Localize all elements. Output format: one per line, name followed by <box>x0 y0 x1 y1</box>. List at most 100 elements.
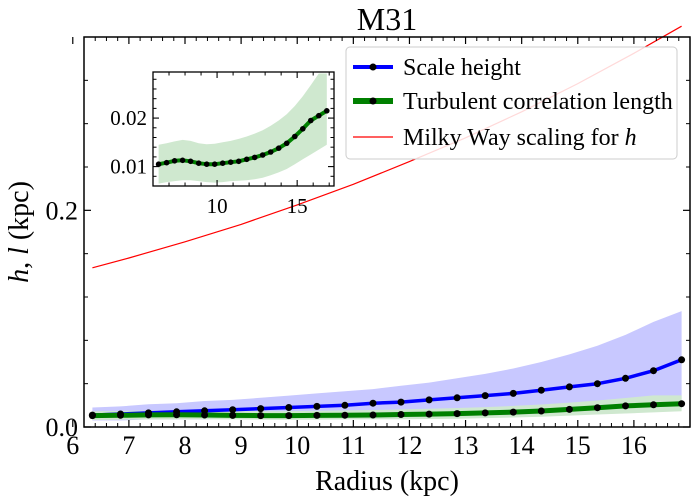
inset-turbulent-band <box>158 73 327 184</box>
inset-turbulent-point <box>316 112 322 119</box>
y-axis-title-l: l <box>4 247 35 255</box>
turbulent-point <box>565 405 573 413</box>
turbulent-point <box>145 411 152 419</box>
inset-turbulent-point <box>219 160 226 166</box>
inset-turbulent-point <box>259 152 266 158</box>
turbulent-point <box>173 411 181 419</box>
inset-y-ticks: 0.01 0.02 <box>110 78 334 179</box>
legend-label-milky-way: Milky Way scaling for h <box>403 125 637 151</box>
x-tick-label: 9 <box>235 431 248 460</box>
x-tick-label: 13 <box>453 431 479 460</box>
inset-turbulent-point <box>187 158 194 165</box>
x-tick-label: 10 <box>284 431 310 460</box>
inset-turbulent-point <box>179 157 186 164</box>
inset-turbulent-point <box>292 133 298 140</box>
scale-height-band <box>92 311 682 421</box>
turbulent-point <box>453 410 461 418</box>
turbulent-point <box>537 407 545 415</box>
inset-turbulent-point <box>155 161 162 167</box>
turbulent-point <box>117 411 124 419</box>
y-axis-title-h: h <box>4 269 35 283</box>
inset-turbulent-point <box>195 160 202 166</box>
scale-height-point <box>313 402 321 410</box>
scale-height-point <box>593 380 601 388</box>
inset-y-tick-label: 0.01 <box>110 155 147 179</box>
legend-marker-scale-height <box>369 63 377 71</box>
scale-height-point <box>509 389 517 397</box>
x-tick-label: 15 <box>565 431 591 460</box>
inset-line <box>158 109 328 167</box>
inset-turbulent-point <box>163 159 170 166</box>
inset-turbulent-point <box>211 161 218 167</box>
legend-label-turbulent: Turbulent correlation length <box>403 89 673 115</box>
turbulent-point <box>201 411 209 419</box>
turbulent-point <box>650 401 657 409</box>
inset-turbulent-point <box>171 158 178 164</box>
x-tick-label: 7 <box>122 431 135 460</box>
inset-turbulent-point <box>251 154 258 161</box>
scale-height-point <box>285 404 293 411</box>
inset-turbulent-point <box>324 108 330 114</box>
y-axis-title-unit: (kpc) <box>4 181 35 247</box>
main-y-ticks: 0.0 0.2 <box>46 36 690 442</box>
y-tick-label: 0.0 <box>46 413 79 442</box>
inset-turbulent-point <box>300 126 306 132</box>
main-plot: 6 7 8 9 10 11 12 13 14 15 16 0.0 0.2 <box>46 25 691 460</box>
turbulent-point <box>481 409 489 417</box>
main-markers <box>88 356 686 420</box>
inset-turbulent-point <box>235 158 242 165</box>
turbulent-point <box>509 408 517 416</box>
legend-label-milky-way-plain: Milky Way scaling for <box>403 125 625 151</box>
inset-frame <box>152 71 335 187</box>
inset-band <box>158 73 327 184</box>
legend-label-scale-height: Scale height <box>403 55 521 81</box>
x-axis-title: Radius (kpc) <box>315 466 459 497</box>
scale-height-point <box>425 396 433 404</box>
scale-height-point <box>369 399 377 407</box>
turbulent-point <box>285 412 293 420</box>
inset-y-tick-label: 0.02 <box>110 106 147 130</box>
turbulent-point <box>593 404 601 412</box>
turbulent-line <box>92 401 682 419</box>
legend-marker-turbulent <box>369 97 377 105</box>
turbulent-point <box>369 411 377 419</box>
scale-height-point <box>397 398 405 406</box>
turbulent-point <box>88 412 96 420</box>
inset-turbulent-point <box>227 159 234 165</box>
inset-turbulent-point <box>308 117 314 124</box>
scale-height-point <box>650 367 657 375</box>
scale-height-point <box>453 394 461 402</box>
scale-height-point <box>257 405 265 413</box>
inset-turbulent-point <box>267 149 274 155</box>
inset-turbulent-line <box>158 109 328 167</box>
main-x-ticks: 6 7 8 9 10 11 12 13 14 15 16 <box>66 37 680 460</box>
scale-height-point <box>481 392 489 400</box>
inset-x-ticks: 10 15 <box>168 72 330 218</box>
inset-plot: 10 15 0.01 0.02 <box>110 71 335 218</box>
inset-turbulent-point <box>275 145 282 151</box>
x-tick-label: 16 <box>621 431 647 460</box>
inset-x-tick-label: 15 <box>287 194 308 218</box>
y-tick-label: 0.2 <box>46 196 79 225</box>
legend: Scale height Turbulent correlation lengt… <box>345 46 678 160</box>
turbulent-point <box>678 400 686 408</box>
x-tick-label: 8 <box>179 431 192 460</box>
y-axis-title-sep: , <box>4 255 35 269</box>
scale-height-line <box>92 358 683 417</box>
inset-turbulent-point <box>203 161 210 167</box>
turbulent-point <box>425 410 433 418</box>
turbulent-point <box>257 412 265 420</box>
turbulent-point <box>313 411 321 419</box>
scale-height-point <box>229 406 237 414</box>
scale-height-point <box>341 401 349 409</box>
turbulent-point <box>622 402 629 410</box>
scale-height-point <box>537 386 545 394</box>
scale-height-point <box>565 383 573 391</box>
inset-turbulent-point <box>243 156 250 163</box>
chart-title: M31 <box>357 1 417 37</box>
scale-height-point <box>678 356 686 364</box>
x-tick-label: 11 <box>341 431 366 460</box>
inset-x-tick-label: 10 <box>207 194 228 218</box>
turbulent-point <box>397 411 405 418</box>
